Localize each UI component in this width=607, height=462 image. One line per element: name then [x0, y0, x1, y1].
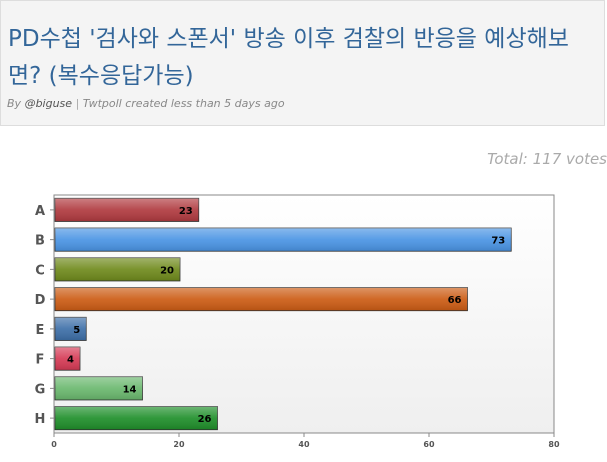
poll-title: PD수첩 '검사와 스폰서' 방송 이후 검찰의 반응을 예상해보면? (복수응… [8, 26, 569, 89]
x-tick-label-80: 80 [548, 440, 560, 449]
category-label-d: D [35, 293, 46, 308]
value-label-c: 20 [160, 265, 174, 276]
category-label-f: F [36, 353, 45, 368]
value-label-g: 14 [123, 384, 137, 395]
category-label-e: E [36, 323, 45, 338]
value-label-d: 66 [448, 295, 462, 306]
value-label-a: 23 [179, 206, 193, 217]
poll-header: PD수첩 '검사와 스폰서' 방송 이후 검찰의 반응을 예상해보면? (복수응… [0, 0, 605, 126]
category-label-g: G [35, 382, 46, 397]
bar-a [54, 197, 200, 222]
author-link[interactable]: @biguse [24, 97, 73, 110]
x-tick-label-0: 0 [51, 440, 57, 449]
bar-d [54, 287, 468, 312]
x-tick-label-60: 60 [423, 440, 435, 449]
category-label-c: C [35, 263, 45, 278]
value-label-b: 73 [491, 236, 505, 247]
category-label-a: A [35, 204, 45, 219]
bar-e [54, 316, 87, 341]
created-info: Twtpoll created less than 5 days ago [82, 97, 285, 110]
category-label-b: B [35, 234, 45, 249]
byline-separator: | [75, 97, 80, 110]
bar-h [54, 406, 218, 431]
x-tick-label-20: 20 [173, 440, 185, 449]
value-label-e: 5 [73, 325, 80, 336]
by-label: By [7, 97, 22, 110]
value-label-f: 4 [67, 355, 74, 366]
x-tick-label-40: 40 [298, 440, 310, 449]
byline: By @biguse | Twtpoll created less than 5… [7, 97, 285, 110]
total-votes: Total: 117 votes [487, 150, 607, 168]
bar-b [54, 227, 512, 252]
category-label-h: H [35, 412, 46, 427]
value-label-h: 26 [198, 414, 212, 425]
